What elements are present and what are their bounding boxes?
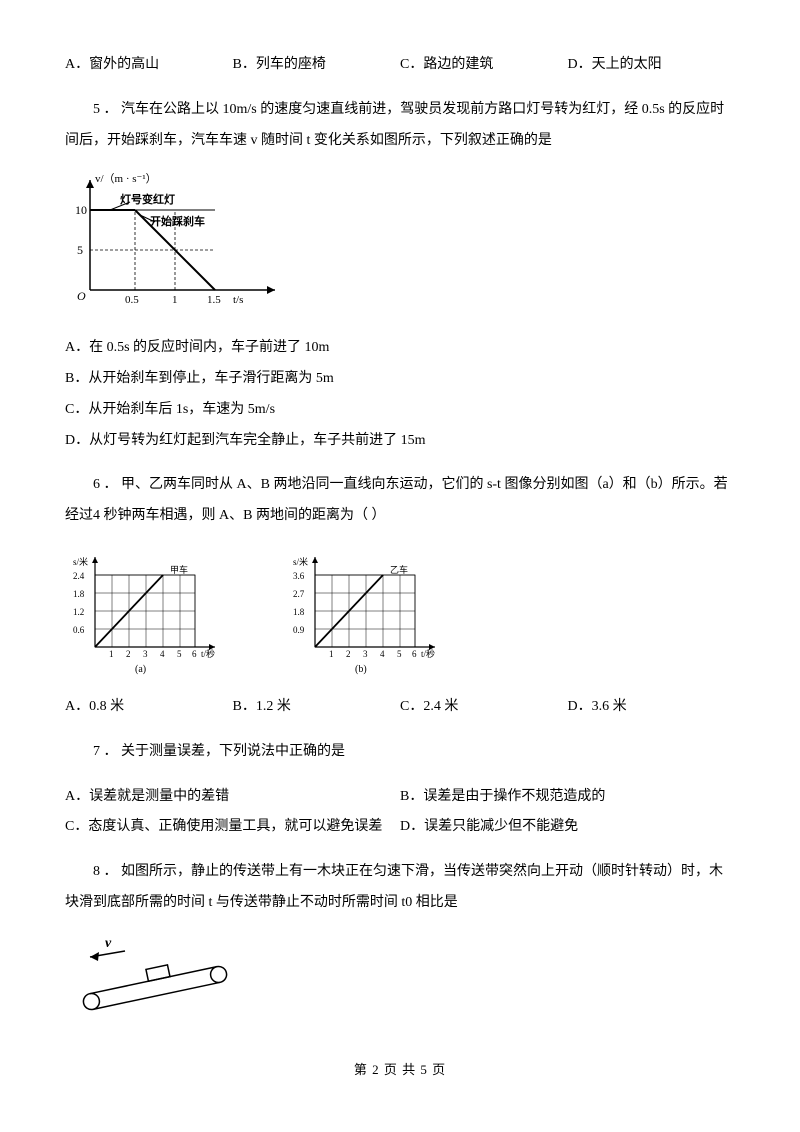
q6-graph-b: s/米 乙车 0.9 1.8 2.7 3.6 1 2 3 4 5 6 t/秒 (… <box>285 547 445 677</box>
svg-text:2.7: 2.7 <box>293 589 305 599</box>
svg-text:0.6: 0.6 <box>73 625 85 635</box>
q7-stem: 7 ． 关于测量误差，下列说法中正确的是 <box>65 737 735 768</box>
svg-text:s/米: s/米 <box>293 556 308 567</box>
page-footer: 第 2 页 共 5 页 <box>65 1056 735 1085</box>
svg-text:0.9: 0.9 <box>293 625 305 635</box>
svg-text:1.5: 1.5 <box>207 294 221 306</box>
svg-text:4: 4 <box>160 649 165 659</box>
q5-opt-a: A．在 0.5s 的反应时间内，车子前进了 10m <box>65 333 735 364</box>
svg-text:3: 3 <box>363 649 368 659</box>
svg-text:1.8: 1.8 <box>293 607 305 617</box>
q6-options: A．0.8 米 B．1.2 米 C．2.4 米 D．3.6 米 <box>65 692 735 723</box>
svg-text:t/s: t/s <box>233 294 243 306</box>
q6-graph-a: s/米 甲车 0.6 1.2 1.8 2.4 1 2 3 4 5 6 t/秒 (… <box>65 547 225 677</box>
svg-text:乙车: 乙车 <box>390 564 408 575</box>
q6-graphs: s/米 甲车 0.6 1.2 1.8 2.4 1 2 3 4 5 6 t/秒 (… <box>65 547 735 677</box>
svg-text:O: O <box>77 289 86 303</box>
q4-opt-b: B．列车的座椅 <box>233 50 401 81</box>
svg-text:3.6: 3.6 <box>293 571 305 581</box>
q7-opt-c: C．态度认真、正确使用测量工具，就可以避免误差 <box>65 812 400 843</box>
svg-text:1: 1 <box>109 649 114 659</box>
q7-opt-a: A．误差就是测量中的差错 <box>65 782 400 813</box>
svg-text:4: 4 <box>380 649 385 659</box>
svg-text:v/（m · s⁻¹）: v/（m · s⁻¹） <box>95 172 157 185</box>
svg-text:t/秒: t/秒 <box>421 648 435 659</box>
svg-text:5: 5 <box>397 649 402 659</box>
svg-text:6: 6 <box>192 649 197 659</box>
q4-opt-c: C．路边的建筑 <box>400 50 568 81</box>
q5-opt-d: D．从灯号转为红灯起到汽车完全静止，车子共前进了 15m <box>65 426 735 457</box>
q6-opt-d: D．3.6 米 <box>568 692 736 723</box>
q8-graph: v <box>65 933 735 1036</box>
svg-text:10: 10 <box>75 203 87 217</box>
q5-graph: v/（m · s⁻¹） 灯号变红灯 开始踩刹车 10 5 O 0.5 1 1.5… <box>65 170 735 323</box>
q6-stem: 6 ． 甲、乙两车同时从 A、B 两地沿同一直线向东运动，它们的 s-t 图像分… <box>65 470 735 532</box>
svg-text:s/米: s/米 <box>73 556 88 567</box>
svg-text:6: 6 <box>412 649 417 659</box>
svg-text:1.8: 1.8 <box>73 589 85 599</box>
svg-text:2.4: 2.4 <box>73 571 85 581</box>
svg-text:3: 3 <box>143 649 148 659</box>
svg-text:5: 5 <box>177 649 182 659</box>
svg-text:2: 2 <box>126 649 131 659</box>
svg-text:1: 1 <box>329 649 334 659</box>
q4-options: A．窗外的高山 B．列车的座椅 C．路边的建筑 D．天上的太阳 <box>65 50 735 81</box>
svg-text:灯号变红灯: 灯号变红灯 <box>120 192 175 206</box>
svg-text:0.5: 0.5 <box>125 294 139 306</box>
svg-text:1: 1 <box>172 294 178 306</box>
q7-opt-d: D．误差只能减少但不能避免 <box>400 812 735 843</box>
q7-options-row2: C．态度认真、正确使用测量工具，就可以避免误差 D．误差只能减少但不能避免 <box>65 812 735 843</box>
q5-opt-c: C．从开始刹车后 1s，车速为 5m/s <box>65 395 735 426</box>
q7-opt-b: B．误差是由于操作不规范造成的 <box>400 782 735 813</box>
q6-opt-b: B．1.2 米 <box>233 692 401 723</box>
q6-opt-c: C．2.4 米 <box>400 692 568 723</box>
q7-options-row1: A．误差就是测量中的差错 B．误差是由于操作不规范造成的 <box>65 782 735 813</box>
svg-text:v: v <box>105 936 112 951</box>
svg-text:甲车: 甲车 <box>170 564 188 575</box>
svg-text:1.2: 1.2 <box>73 607 84 617</box>
q5-stem: 5 ． 汽车在公路上以 10m/s 的速度匀速直线前进，驾驶员发现前方路口灯号转… <box>65 95 735 157</box>
svg-text:t/秒: t/秒 <box>201 648 215 659</box>
q5-opt-b: B．从开始刹车到停止，车子滑行距离为 5m <box>65 364 735 395</box>
q6-opt-a: A．0.8 米 <box>65 692 233 723</box>
q4-opt-a: A．窗外的高山 <box>65 50 233 81</box>
svg-text:5: 5 <box>77 243 83 257</box>
q8-stem: 8 ． 如图所示，静止的传送带上有一木块正在匀速下滑，当传送带突然向上开动（顺时… <box>65 857 735 919</box>
svg-text:(a): (a) <box>135 664 146 675</box>
svg-text:开始踩刹车: 开始踩刹车 <box>150 214 205 228</box>
svg-text:2: 2 <box>346 649 351 659</box>
q4-opt-d: D．天上的太阳 <box>568 50 736 81</box>
svg-text:(b): (b) <box>355 664 367 675</box>
